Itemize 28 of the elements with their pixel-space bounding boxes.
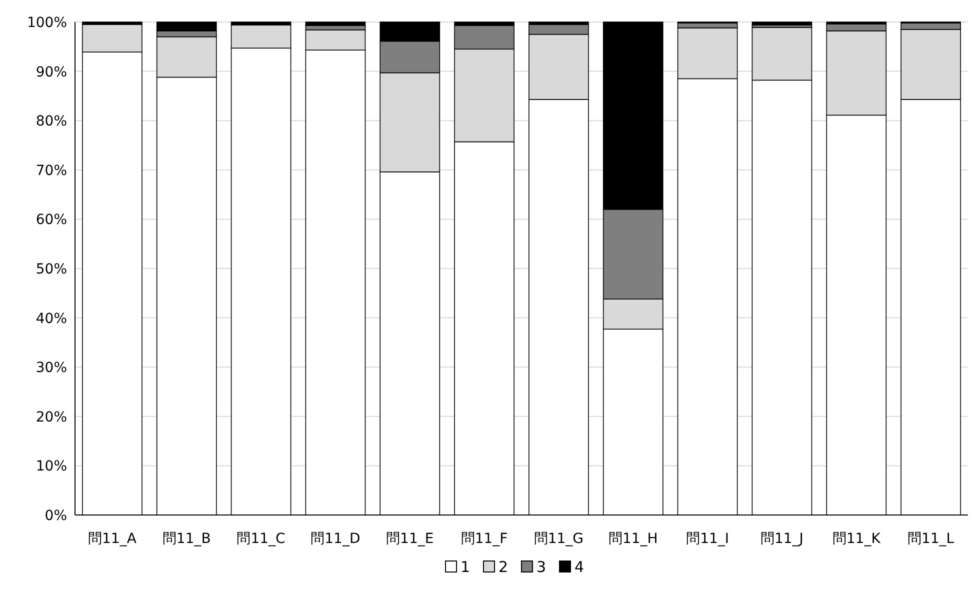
- x-tick-label: 問11_B: [162, 531, 211, 547]
- legend-label: 2: [498, 558, 508, 576]
- legend-label: 4: [574, 558, 584, 576]
- x-tick-label: 問11_E: [386, 531, 434, 547]
- x-tick-label: 問11_D: [310, 531, 360, 547]
- y-tick-label: 30%: [36, 360, 67, 376]
- y-tick-label: 60%: [36, 212, 67, 228]
- x-tick-label: 問11_J: [760, 531, 804, 547]
- x-tick-label: 問11_L: [907, 531, 954, 547]
- x-tick-label: 問11_A: [88, 531, 137, 547]
- x-tick-label: 問11_K: [832, 531, 882, 547]
- x-tick-label: 問11_G: [534, 531, 584, 547]
- x-tick-label: 問11_I: [686, 531, 730, 547]
- y-tick-label: 70%: [36, 162, 67, 179]
- y-tick-label: 100%: [26, 15, 67, 31]
- y-tick-label: 90%: [36, 64, 67, 80]
- x-tick-label: 問11_C: [236, 531, 286, 547]
- y-tick-label: 20%: [36, 409, 67, 426]
- y-tick-label: 10%: [36, 458, 67, 475]
- y-tick-label: 0%: [44, 508, 67, 524]
- x-tick-label: 問11_H: [608, 531, 658, 547]
- y-tick-label: 50%: [36, 262, 67, 278]
- bar: [752, 22, 812, 26]
- y-tick-label: 40%: [36, 310, 67, 327]
- legend-label: 1: [460, 558, 470, 576]
- legend-label: 3: [536, 558, 546, 576]
- y-tick-label: 80%: [36, 114, 67, 130]
- x-tick-label: 問11_F: [460, 531, 508, 547]
